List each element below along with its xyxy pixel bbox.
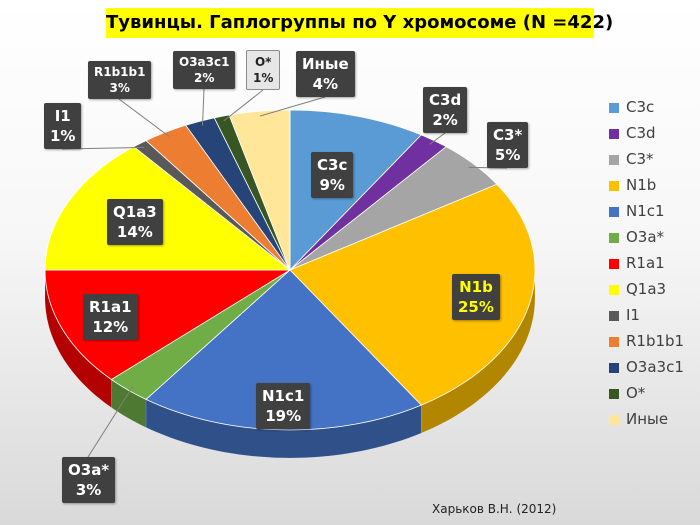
legend-swatch <box>609 311 619 321</box>
chart-title: Тувинцы. Гаплогруппы по Y хромосоме (N =… <box>106 8 613 38</box>
leader-line-12 <box>260 96 326 117</box>
legend-item-3: N1b <box>609 174 699 200</box>
legend-item-1: C3d <box>609 122 699 148</box>
legend-swatch <box>609 129 619 139</box>
legend-item-6: R1a1 <box>609 252 699 278</box>
data-label-8: I1 1% <box>44 103 82 149</box>
legend-swatch <box>609 389 619 399</box>
slice-0 <box>289 109 422 271</box>
data-label-2: C3* 5% <box>487 122 529 168</box>
data-label-1: C3d 2% <box>423 87 468 133</box>
data-label-10: O3a3c1 2% <box>173 51 236 89</box>
legend-label: I1 <box>626 306 640 324</box>
legend-item-9: R1b1b1 <box>609 330 699 356</box>
legend-swatch <box>609 363 619 373</box>
legend: C3c C3d C3* N1b N1c1 O3a* R1a1 Q1a3 I1 R1b1b1 O3a3… <box>609 96 699 434</box>
leader-line-9 <box>118 98 170 137</box>
data-label-0: C3c 9% <box>311 152 354 198</box>
legend-swatch <box>609 181 619 191</box>
data-label-7: Q1a3 14% <box>107 199 163 245</box>
data-label-6: R1a1 12% <box>83 294 138 340</box>
legend-label: Q1a3 <box>626 280 667 298</box>
legend-item-5: O3a* <box>609 226 699 252</box>
legend-swatch <box>609 259 619 269</box>
data-label-5: O3a* 3% <box>62 457 116 503</box>
legend-swatch <box>609 233 619 243</box>
legend-item-8: I1 <box>609 304 699 330</box>
legend-swatch <box>609 155 619 165</box>
leader-line-11 <box>223 89 264 122</box>
legend-swatch <box>609 337 619 347</box>
legend-label: C3* <box>626 150 654 168</box>
legend-item-4: N1c1 <box>609 200 699 226</box>
legend-swatch <box>609 285 619 295</box>
data-label-4: N1c1 19% <box>256 383 311 429</box>
legend-label: O* <box>626 384 646 402</box>
legend-item-12: Иные <box>609 408 699 434</box>
legend-label: N1c1 <box>626 202 665 220</box>
legend-swatch <box>609 207 619 217</box>
legend-label: O3a* <box>626 228 665 246</box>
legend-label: Иные <box>626 410 669 428</box>
legend-item-2: C3* <box>609 148 699 174</box>
slice-4 <box>145 269 422 431</box>
legend-label: R1b1b1 <box>626 332 685 350</box>
legend-swatch <box>609 103 619 113</box>
legend-label: C3c <box>626 98 655 116</box>
data-label-12: Иные 4% <box>296 51 355 97</box>
legend-item-11: O* <box>609 382 699 408</box>
legend-item-0: C3c <box>609 96 699 122</box>
data-label-11: O* 1% <box>246 50 281 90</box>
source-credit: Харьков В.Н. (2012) <box>432 502 557 516</box>
leader-line-5 <box>87 386 134 458</box>
data-label-3: N1b 25% <box>452 274 500 320</box>
legend-label: R1a1 <box>626 254 665 272</box>
legend-swatch <box>609 415 619 425</box>
legend-label: C3d <box>626 124 656 142</box>
slice-3 <box>289 183 536 406</box>
slice-12 <box>228 109 291 271</box>
slice-7 <box>44 146 292 271</box>
legend-label: N1b <box>626 176 657 194</box>
legend-item-7: Q1a3 <box>609 278 699 304</box>
leader-line-10 <box>202 88 205 126</box>
legend-item-10: O3a3c1 <box>609 356 699 382</box>
data-label-9: R1b1b1 3% <box>88 61 152 99</box>
legend-label: O3a3c1 <box>626 358 684 376</box>
leader-line-1 <box>429 132 446 145</box>
